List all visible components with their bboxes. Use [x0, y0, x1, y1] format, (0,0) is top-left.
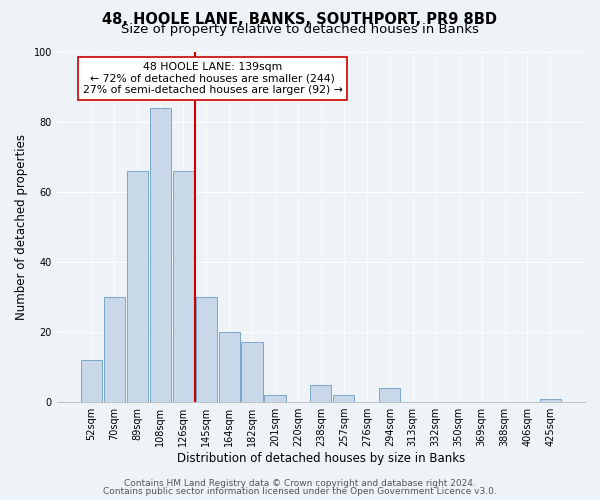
Bar	[196, 297, 217, 402]
Bar	[81, 360, 102, 402]
Text: 48 HOOLE LANE: 139sqm
← 72% of detached houses are smaller (244)
27% of semi-det: 48 HOOLE LANE: 139sqm ← 72% of detached …	[83, 62, 343, 95]
Bar	[127, 170, 148, 402]
Bar	[379, 388, 400, 402]
Bar	[310, 384, 331, 402]
Text: Contains public sector information licensed under the Open Government Licence v3: Contains public sector information licen…	[103, 486, 497, 496]
Bar	[540, 398, 561, 402]
Text: Contains HM Land Registry data © Crown copyright and database right 2024.: Contains HM Land Registry data © Crown c…	[124, 479, 476, 488]
Text: 48, HOOLE LANE, BANKS, SOUTHPORT, PR9 8BD: 48, HOOLE LANE, BANKS, SOUTHPORT, PR9 8B…	[103, 12, 497, 28]
Bar	[333, 395, 355, 402]
Bar	[265, 395, 286, 402]
Bar	[218, 332, 239, 402]
X-axis label: Distribution of detached houses by size in Banks: Distribution of detached houses by size …	[177, 452, 465, 465]
Text: Size of property relative to detached houses in Banks: Size of property relative to detached ho…	[121, 22, 479, 36]
Y-axis label: Number of detached properties: Number of detached properties	[15, 134, 28, 320]
Bar	[241, 342, 263, 402]
Bar	[104, 297, 125, 402]
Bar	[173, 170, 194, 402]
Bar	[149, 108, 171, 402]
